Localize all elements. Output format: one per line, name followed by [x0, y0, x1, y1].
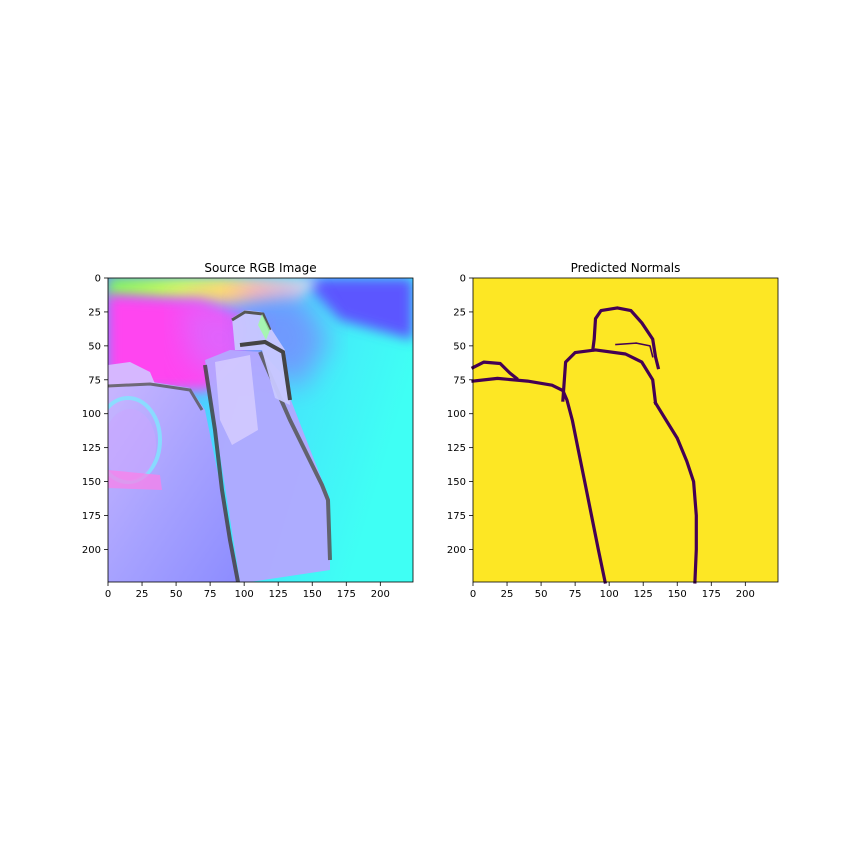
- y-tick-label: 125: [82, 443, 101, 454]
- y-tick-label: 75: [453, 375, 466, 386]
- x-tick-label: 25: [501, 589, 514, 600]
- x-tick-label: 175: [337, 589, 356, 600]
- predicted-normals-background: [473, 278, 778, 582]
- left-bottle-neck: [108, 362, 155, 388]
- x-tick-label: 125: [634, 589, 653, 600]
- back-bottle-cap-edge: [231, 310, 272, 331]
- left-bottle-edge: [108, 382, 204, 411]
- x-tick-label: 50: [170, 589, 183, 600]
- x-tick-label: 200: [371, 589, 390, 600]
- y-tick-label: 50: [453, 341, 466, 352]
- y-tick-label: 150: [447, 477, 466, 488]
- left-bottle-rim: [108, 409, 156, 481]
- predicted-normals-edges: [470, 306, 698, 584]
- x-tick-label: 75: [569, 589, 582, 600]
- predicted-normals-frame: [472, 277, 779, 583]
- y-tick-label: 0: [460, 274, 466, 285]
- x-tick-label: 75: [204, 589, 217, 600]
- blue-region: [300, 278, 413, 340]
- y-tick-label: 100: [447, 409, 466, 420]
- left-bottle-glow: [108, 470, 162, 490]
- x-tick-label: 125: [269, 589, 288, 600]
- x-tick-label: 25: [136, 589, 149, 600]
- y-tick-label: 150: [82, 477, 101, 488]
- predicted-normals-title: Predicted Normals: [571, 261, 681, 275]
- x-tick-label: 100: [600, 589, 619, 600]
- predicted-normals-axes: 0 25 50 75 100 125 150 175 200 0 25 50 75 100 125 150 17…: [447, 274, 755, 601]
- y-tick-label: 75: [88, 375, 101, 386]
- x-tick-label: 150: [668, 589, 687, 600]
- edge-contour: [615, 342, 654, 358]
- x-tick-label: 0: [470, 589, 476, 600]
- y-tick-label: 0: [95, 274, 101, 285]
- y-tick-label: 25: [88, 307, 101, 318]
- source-image-frame: [107, 277, 414, 583]
- y-tick-label: 125: [447, 443, 466, 454]
- edge-contour: [591, 306, 661, 370]
- back-bottle-neck: [239, 339, 292, 401]
- source-image-panel: 0 25 50 75 100 125 150 175 200 0 25 50 75 100 125 150 17…: [82, 261, 414, 601]
- predicted-normals-panel: 0 25 50 75 100 125 150 175 200 0 25 50 75 100 125 150 17…: [447, 261, 779, 601]
- edge-contour: [470, 360, 519, 381]
- center-bottle-left-edge: [203, 364, 240, 582]
- edge-contour: [471, 376, 607, 584]
- x-tick-label: 0: [105, 589, 111, 600]
- y-tick-label: 175: [82, 511, 101, 522]
- y-tick-label: 200: [447, 545, 466, 556]
- x-tick-label: 100: [235, 589, 254, 600]
- back-bottle-green: [258, 314, 270, 340]
- back-bottle-cap: [232, 310, 290, 405]
- y-tick-label: 100: [82, 409, 101, 420]
- y-tick-label: 200: [82, 545, 101, 556]
- x-tick-label: 175: [702, 589, 721, 600]
- source-image-axes: 0 25 50 75 100 125 150 175 200 0 25 50 75 100 125 150 17…: [82, 274, 390, 601]
- x-tick-label: 200: [736, 589, 755, 600]
- y-tick-label: 50: [88, 341, 101, 352]
- center-bottle-highlight: [215, 355, 258, 445]
- y-tick-label: 175: [447, 511, 466, 522]
- source-image-title: Source RGB Image: [204, 261, 316, 275]
- edge-contour: [653, 400, 698, 584]
- edge-contour: [561, 348, 658, 405]
- y-tick-label: 25: [453, 307, 466, 318]
- source-image: [108, 278, 413, 582]
- x-tick-label: 150: [303, 589, 322, 600]
- x-tick-label: 50: [535, 589, 548, 600]
